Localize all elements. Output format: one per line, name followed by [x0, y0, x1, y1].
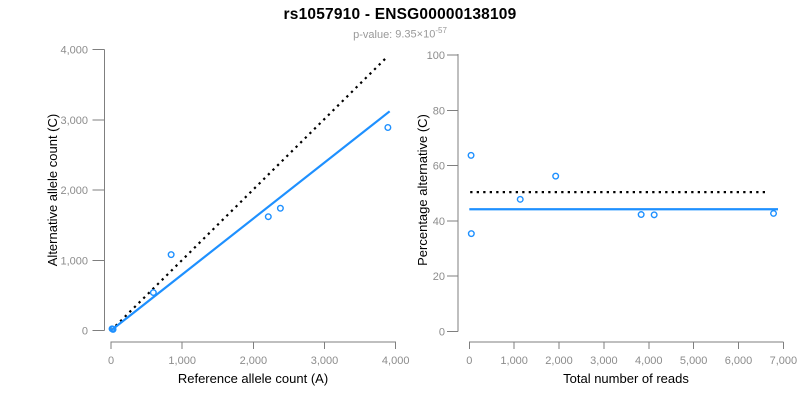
- y-axis-title: Alternative allele count (C): [45, 114, 60, 266]
- x-tick-label: 2,000: [545, 355, 573, 367]
- y-tick-label: 80: [433, 105, 445, 117]
- data-point: [384, 123, 392, 131]
- x-tick-label: 6,000: [725, 355, 753, 367]
- x-axis-title: Total number of reads: [563, 371, 689, 386]
- figure-title: rs1057910 - ENSG00000138109: [283, 6, 517, 23]
- x-tick-label: 3,000: [311, 355, 339, 367]
- y-tick-label: 0: [82, 326, 88, 338]
- y-tick-label: 3,000: [60, 115, 88, 127]
- data-point: [167, 251, 175, 259]
- data-point: [552, 172, 560, 180]
- x-tick-label: 4,000: [635, 355, 663, 367]
- x-tick-label: 0: [466, 355, 472, 367]
- data-point: [149, 289, 157, 297]
- data-point: [467, 151, 475, 159]
- data-point: [516, 195, 524, 203]
- data-point: [650, 211, 658, 219]
- subtitle-exponent: -57: [435, 26, 447, 35]
- y-tick-label: 40: [433, 216, 445, 228]
- x-tick-label: 2,000: [240, 355, 268, 367]
- y-tick-label: 1,000: [60, 255, 88, 267]
- data-point: [637, 211, 645, 219]
- data-point: [467, 230, 475, 238]
- data-point: [770, 209, 778, 217]
- figure-subtitle: p-value: 9.35×10-57: [0, 26, 800, 41]
- y-tick-label: 4,000: [60, 45, 88, 57]
- x-tick-label: 1,000: [500, 355, 528, 367]
- y-tick-label: 20: [433, 271, 445, 283]
- x-tick-label: 3,000: [590, 355, 618, 367]
- x-tick-label: 1,000: [168, 355, 196, 367]
- x-tick-label: 5,000: [680, 355, 708, 367]
- data-point: [109, 325, 117, 333]
- x-axis-title: Reference allele count (A): [178, 371, 328, 386]
- y-tick-label: 2,000: [60, 185, 88, 197]
- fitted-line: [110, 110, 391, 332]
- y-tick-label: 0: [439, 327, 445, 339]
- subtitle-mantissa: 9.35×10: [395, 28, 436, 41]
- data-point: [276, 204, 284, 212]
- x-tick-label: 7,000: [770, 355, 798, 367]
- y-axis-title: Percentage alternative (C): [415, 114, 430, 266]
- x-tick-label: 0: [108, 355, 114, 367]
- subtitle-label: p-value:: [353, 28, 393, 41]
- y-tick-label: 60: [433, 161, 445, 173]
- x-tick-label: 4,000: [382, 355, 410, 367]
- y-tick-label: 100: [427, 50, 445, 62]
- data-point: [264, 213, 272, 221]
